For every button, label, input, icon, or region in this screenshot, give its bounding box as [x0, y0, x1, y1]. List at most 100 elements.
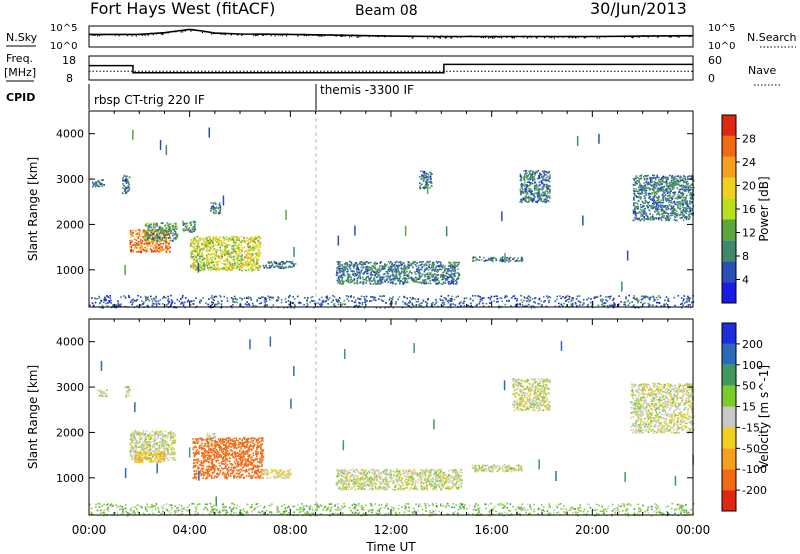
echo-cell — [483, 260, 485, 262]
echo-cell — [577, 300, 580, 302]
echo-cell — [241, 269, 243, 272]
echo-cell — [336, 261, 339, 263]
echo-cell — [339, 269, 341, 272]
echo-cell — [153, 298, 156, 301]
echo-cell — [367, 275, 369, 278]
echo-cell — [528, 170, 531, 173]
echo-cell — [407, 261, 410, 263]
echo-cell — [341, 283, 343, 285]
echo-cell — [165, 236, 167, 239]
echo-cell — [216, 237, 218, 239]
echo-cell — [429, 263, 431, 266]
echo-cell — [388, 262, 391, 265]
noise-sky-point — [508, 36, 510, 38]
echo-cell — [397, 279, 399, 282]
echo-cell — [669, 212, 672, 214]
noise-sky-point — [192, 28, 194, 31]
echo-cell — [429, 171, 431, 173]
echo-cell — [543, 184, 546, 186]
echo-cell — [374, 273, 377, 276]
echo-cell — [94, 182, 96, 185]
echo-cell — [392, 296, 394, 298]
echo-cell — [643, 208, 645, 211]
echo-cell — [347, 270, 349, 273]
echo-cell — [527, 196, 530, 199]
echo-cell — [129, 239, 131, 242]
echo-cell — [126, 179, 129, 181]
echo-cell — [647, 216, 649, 218]
echo-cell — [392, 281, 394, 283]
echo-cell — [127, 181, 129, 183]
echo-cell — [543, 191, 545, 194]
echo-cell — [293, 306, 295, 309]
echo-cell — [426, 260, 429, 263]
echo-cell — [148, 243, 151, 245]
echo-cell — [670, 179, 673, 182]
echo-cell — [342, 266, 345, 268]
echo-cell — [674, 203, 677, 205]
echo-cell — [528, 300, 530, 303]
noise-sky-point — [562, 36, 564, 38]
echo-cell — [249, 241, 252, 244]
echo-cell — [516, 298, 519, 300]
echo-cell — [425, 184, 428, 186]
echo-cell — [392, 282, 394, 285]
echo-cell — [263, 305, 266, 307]
echo-cell — [391, 269, 394, 272]
echo-cell — [258, 237, 261, 239]
echo-cell — [377, 283, 379, 285]
echo-cell — [247, 263, 249, 265]
echo-cell — [291, 302, 294, 305]
echo-cell — [417, 264, 420, 267]
echo-cell — [547, 200, 549, 202]
echo-cell — [226, 297, 228, 300]
echo-cell — [635, 188, 637, 191]
echo-cell — [549, 190, 551, 192]
echo-cell — [676, 201, 678, 203]
echo-cell — [268, 296, 271, 299]
echo-cell — [397, 268, 400, 271]
echo-cell — [340, 304, 343, 306]
echo-cell — [430, 173, 432, 175]
echo-cell — [154, 236, 156, 238]
echo-cell — [239, 262, 242, 265]
noise-sky-point — [330, 34, 332, 36]
echo-cell — [683, 181, 685, 184]
echo-cell — [259, 252, 262, 254]
noise-sky-point — [241, 34, 243, 36]
echo-cell — [404, 280, 406, 282]
echo-cell — [241, 247, 244, 249]
echo-cell — [226, 268, 229, 270]
echo-cell — [530, 196, 532, 199]
echo-cell — [519, 188, 522, 190]
echo-cell — [213, 206, 215, 209]
echo-cell — [419, 187, 421, 189]
echo-cell — [257, 243, 259, 246]
echo-cell — [546, 179, 548, 181]
echo-cell — [566, 295, 568, 297]
echo-cell — [671, 186, 674, 189]
echo-cell — [666, 192, 669, 194]
echo-cell — [328, 297, 331, 299]
echo-cell — [155, 238, 158, 241]
echo-cell — [190, 224, 193, 226]
echo-cell — [164, 238, 167, 240]
echo-cell — [347, 276, 349, 278]
noise-sky-point — [522, 35, 524, 37]
echo-cell — [670, 214, 672, 217]
echo-cell — [676, 197, 678, 199]
echo-cell — [360, 270, 362, 273]
echo-cell — [453, 298, 456, 301]
echo-cell — [337, 266, 339, 268]
echo-cell — [377, 268, 379, 270]
echo-cell — [129, 236, 132, 238]
echo-cell — [671, 198, 673, 200]
echo-cell — [370, 272, 372, 274]
echo-cell — [293, 263, 295, 265]
echo-cell — [376, 262, 378, 265]
echo-cell — [399, 275, 402, 278]
echo-cell — [272, 263, 274, 266]
echo-cell — [220, 306, 222, 309]
echo-cell — [384, 280, 386, 283]
echo-cell — [524, 184, 527, 186]
